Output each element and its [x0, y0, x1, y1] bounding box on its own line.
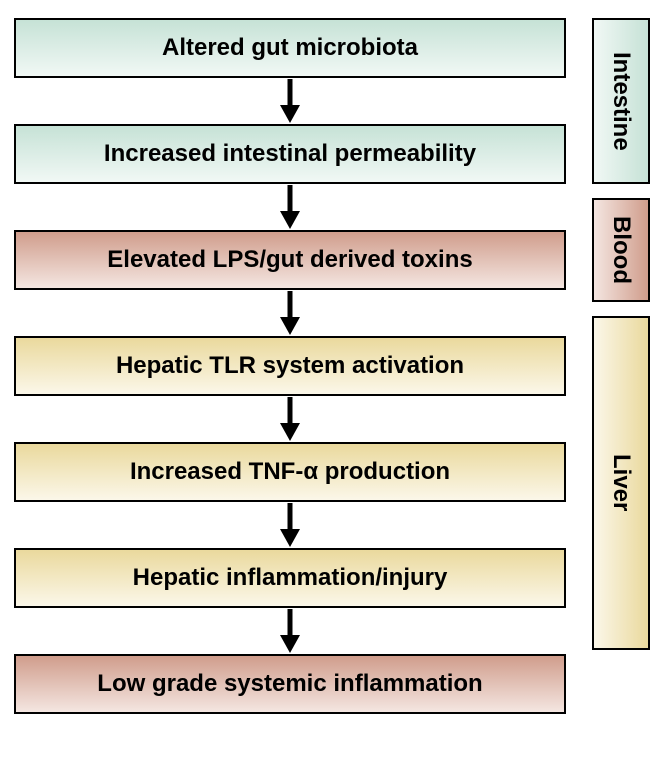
flow-box-6-label: Low grade systemic inflammation	[97, 670, 482, 698]
side-intestine: Intestine	[592, 18, 650, 184]
flow-box-2: Elevated LPS/gut derived toxins	[14, 230, 566, 290]
diagram-container: Altered gut microbiota Increased intesti…	[14, 18, 650, 714]
flow-box-1: Increased intestinal permeability	[14, 124, 566, 184]
side-blood-label: Blood	[607, 216, 635, 284]
arrow-1	[272, 184, 308, 230]
flow-box-3: Hepatic TLR system activation	[14, 336, 566, 396]
flow-box-4-label: Increased TNF-α production	[130, 458, 450, 486]
arrow-0	[272, 78, 308, 124]
side-liver-label: Liver	[607, 454, 635, 511]
flow-box-5: Hepatic inflammation/injury	[14, 548, 566, 608]
flow-box-4: Increased TNF-α production	[14, 442, 566, 502]
side-intestine-label: Intestine	[607, 52, 635, 151]
arrow-3	[272, 396, 308, 442]
side-liver: Liver	[592, 316, 650, 650]
flow-box-5-label: Hepatic inflammation/injury	[133, 564, 448, 592]
flow-box-6: Low grade systemic inflammation	[14, 654, 566, 714]
flow-box-3-label: Hepatic TLR system activation	[116, 352, 464, 380]
flow-box-0-label: Altered gut microbiota	[162, 34, 418, 62]
flow-box-2-label: Elevated LPS/gut derived toxins	[107, 246, 472, 274]
flow-box-0: Altered gut microbiota	[14, 18, 566, 78]
arrow-2	[272, 290, 308, 336]
arrow-5	[272, 608, 308, 654]
side-blood: Blood	[592, 198, 650, 302]
arrow-4	[272, 502, 308, 548]
flow-column: Altered gut microbiota Increased intesti…	[14, 18, 566, 714]
flow-box-1-label: Increased intestinal permeability	[104, 140, 476, 168]
